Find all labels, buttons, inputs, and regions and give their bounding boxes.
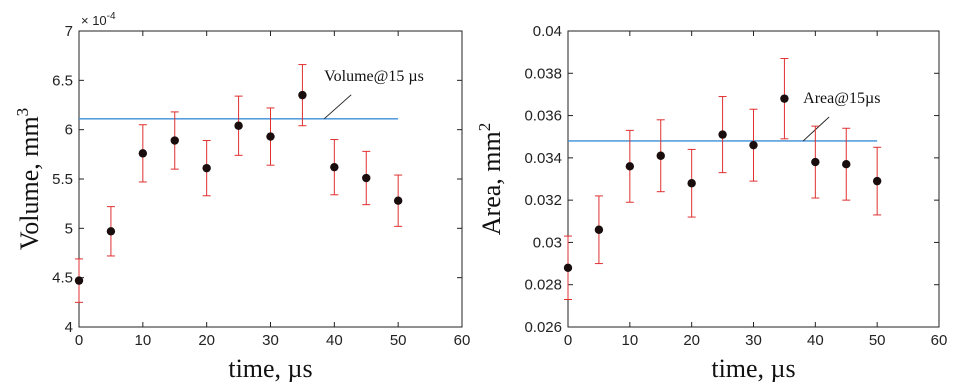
y-tick-label: 5.5 [52, 171, 73, 188]
data-point [362, 173, 371, 183]
data-point [718, 130, 727, 139]
data-point [138, 149, 148, 158]
x-tick-label: 10 [621, 332, 638, 349]
x-axis-label: time, µs [228, 354, 312, 382]
data-point [330, 162, 339, 172]
y-tick-label: 5 [65, 220, 73, 237]
x-tick-label: 30 [745, 332, 762, 349]
y-tick-label: 0.038 [524, 65, 562, 82]
x-tick-label: 20 [683, 332, 700, 349]
x-tick-label: 40 [326, 332, 343, 349]
x-tick-label: 30 [262, 332, 279, 349]
y-tick-label: 0.026 [524, 319, 562, 336]
data-point [625, 162, 635, 171]
data-point [170, 136, 179, 145]
y-tick-label: 0.03 [533, 234, 562, 251]
x-tick-label: 50 [390, 332, 407, 349]
y-axis-label: Area, mm2 [475, 123, 506, 235]
y-tick-label: 4.5 [52, 270, 73, 287]
x-axis-label: time, µs [711, 354, 795, 382]
axis-exponent-label: × 10-4 [81, 11, 116, 28]
y-tick-label: 4 [65, 319, 73, 336]
data-point [872, 176, 882, 186]
data-point [266, 132, 275, 141]
y-tick-label: 7 [65, 23, 73, 40]
x-tick-label: 50 [869, 332, 886, 349]
data-point [393, 196, 403, 205]
reference-annotation: Area@15µs [803, 90, 880, 107]
data-point [106, 227, 116, 236]
data-point [234, 121, 243, 130]
y-tick-label: 0.034 [524, 150, 562, 167]
x-tick-label: 40 [807, 332, 824, 349]
x-tick-label: 0 [75, 332, 83, 349]
annotation-pointer [323, 94, 352, 120]
data-point [563, 263, 573, 272]
y-axis-label: Volume, mm3 [13, 108, 44, 250]
data-point [687, 179, 696, 188]
data-point [656, 151, 665, 160]
y-tick-label: 0.04 [533, 23, 562, 40]
data-point [594, 225, 604, 234]
data-point [842, 160, 851, 169]
data-point [749, 140, 758, 150]
y-tick-label: 6 [65, 122, 73, 139]
y-tick-label: 6.5 [52, 72, 73, 89]
area-chart: 0 10 20 30 40 50 60 0.026 0.028 0.03 0.032 0.034 0.0… [475, 23, 947, 382]
y-tick-label: 0.032 [524, 192, 562, 209]
x-tick-label: 60 [454, 332, 471, 349]
x-tick-label: 10 [134, 332, 151, 349]
reference-annotation: Volume@15 µs [324, 68, 424, 85]
data-point [298, 90, 307, 100]
y-tick-label: 0.036 [524, 108, 562, 125]
x-tick-label: 0 [564, 332, 572, 349]
data-point [74, 276, 84, 285]
y-tick-label: 0.028 [524, 277, 562, 294]
data-point [811, 157, 820, 167]
annotation-pointer [802, 116, 830, 142]
x-tick-label: 20 [198, 332, 215, 349]
data-point [202, 163, 211, 173]
volume-chart: 0 10 20 30 40 50 60 4 4.5 5 5.5 6 6.5 7 × 10-4 time, µs… [13, 11, 470, 382]
x-tick-label: 60 [931, 332, 948, 349]
data-point [780, 94, 789, 103]
